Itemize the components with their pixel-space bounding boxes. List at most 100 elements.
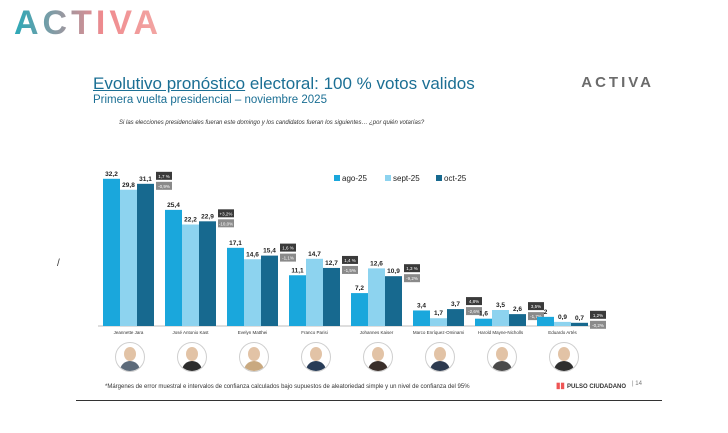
callout-top-box-6 xyxy=(528,302,544,311)
bar-sept-25-5 xyxy=(430,318,447,326)
callout-bottom-2: -1,1% xyxy=(282,256,294,261)
data-label-sept-25-2: 14,6 xyxy=(246,251,259,258)
candidate-photo-7 xyxy=(548,342,579,372)
body-shape xyxy=(305,361,326,371)
data-label-sept-25-0: 29,8 xyxy=(122,182,135,189)
candidate-photo-2 xyxy=(238,342,269,372)
body-shape xyxy=(181,361,202,371)
data-label-ago-25-4: 7,2 xyxy=(355,285,364,292)
bottom-rule xyxy=(76,400,662,401)
pulse-icon: ▮▮ xyxy=(556,381,568,390)
head-shape xyxy=(185,347,198,361)
data-label-ago-25-5: 3,4 xyxy=(417,302,426,309)
head-shape xyxy=(495,347,508,361)
head-shape xyxy=(371,347,384,361)
head-shape xyxy=(433,347,446,361)
pulso-ciudadano-logo: ▮▮ PULSO CIUDADANO xyxy=(556,381,626,390)
bar-ago-25-4 xyxy=(351,293,368,326)
bar-oct-25-7 xyxy=(571,322,588,326)
footnote: *Márgenes de error muestral e intervalos… xyxy=(105,384,470,390)
callout-bottom-1: -10,0% xyxy=(219,221,233,226)
callout-bottom-box-1 xyxy=(218,219,234,228)
callout-top-0: 1,7 % xyxy=(158,174,170,179)
head-shape xyxy=(123,347,136,361)
callout-bottom-7: -0,2% xyxy=(592,323,604,328)
data-label-ago-25-2: 17,1 xyxy=(229,240,242,247)
callout-bottom-4: -9,2% xyxy=(406,276,418,281)
bar-ago-25-3 xyxy=(289,275,306,326)
bar-oct-25-4 xyxy=(385,276,402,326)
category-label-3: Franco Parisi xyxy=(301,330,328,335)
callout-top-box-3 xyxy=(342,255,358,264)
callout-bottom-box-6 xyxy=(528,312,544,321)
callout-bottom-box-7 xyxy=(590,320,606,329)
data-label-oct-25-6: 2,6 xyxy=(513,306,522,313)
callout-top-6: 3,5% xyxy=(531,304,541,309)
data-label-ago-25-7: 2 xyxy=(544,309,548,316)
bar-ago-25-2 xyxy=(227,247,244,326)
data-label-oct-25-0: 31,1 xyxy=(139,176,152,183)
callout-top-3: 1,4 % xyxy=(344,258,356,263)
data-label-ago-25-1: 25,4 xyxy=(167,202,180,209)
data-label-sept-25-3: 14,7 xyxy=(308,251,321,258)
data-label-oct-25-2: 15,4 xyxy=(263,248,276,255)
category-label-7: Eduardo Artés xyxy=(548,330,577,335)
data-label-ago-25-3: 11,1 xyxy=(291,267,304,274)
survey-question: Si las elecciones presidenciales fueran … xyxy=(119,120,425,126)
bar-ago-25-6 xyxy=(475,318,492,326)
callout-top-box-1 xyxy=(218,209,234,218)
callout-top-box-7 xyxy=(590,310,606,319)
bar-sept-25-2 xyxy=(244,259,261,326)
candidate-photo-0 xyxy=(114,342,145,372)
bar-sept-25-1 xyxy=(182,224,199,326)
body-shape xyxy=(553,361,574,371)
data-label-oct-25-7: 0,7 xyxy=(575,315,584,322)
data-label-sept-25-7: 0,9 xyxy=(558,314,567,321)
pulso-label: PULSO CIUDADANO xyxy=(567,384,627,390)
body-shape xyxy=(491,361,512,371)
bar-ago-25-0 xyxy=(103,178,120,326)
data-label-oct-25-1: 22,9 xyxy=(201,213,214,220)
callout-top-box-0 xyxy=(156,171,172,180)
slide-title: Evolutivo pronóstico electoral: 100 % vo… xyxy=(93,74,475,94)
data-label-ago-25-6: 1,6 xyxy=(479,311,488,318)
activa-logo-small: ACTIVA xyxy=(581,74,654,91)
head-shape xyxy=(309,347,322,361)
legend-label-sept-25: sept-25 xyxy=(393,174,420,183)
bar-oct-25-1 xyxy=(199,221,216,326)
data-label-oct-25-4: 10,9 xyxy=(387,268,400,275)
category-label-6: Harold Mayne-Nicholls xyxy=(478,330,524,335)
candidate-photo-5 xyxy=(424,342,455,372)
callout-bottom-3: -1,5% xyxy=(344,268,356,273)
bar-sept-25-7 xyxy=(554,321,571,326)
callout-top-5: 4,8% xyxy=(469,299,479,304)
category-label-4: Johannes Kaiser xyxy=(360,330,394,335)
bar-oct-25-2 xyxy=(261,255,278,326)
callout-top-box-2 xyxy=(280,243,296,252)
legend-swatch-ago-25 xyxy=(334,175,340,181)
body-shape xyxy=(429,361,450,371)
bar-ago-25-5 xyxy=(413,310,430,326)
callout-bottom-0: -0,9% xyxy=(158,184,170,189)
head-shape xyxy=(247,347,260,361)
bar-oct-25-0 xyxy=(137,183,154,326)
body-shape xyxy=(367,361,388,371)
bar-sept-25-4 xyxy=(368,268,385,326)
slide-subtitle: Primera vuelta presidencial – noviembre … xyxy=(93,94,327,106)
data-label-sept-25-6: 3,5 xyxy=(496,302,505,309)
legend-swatch-sept-25 xyxy=(385,175,391,181)
category-label-0: Jeannette Jara xyxy=(114,330,144,335)
callout-bottom-box-3 xyxy=(342,265,358,274)
bar-oct-25-5 xyxy=(447,309,464,326)
data-label-sept-25-4: 12,6 xyxy=(370,260,383,267)
bar-sept-25-0 xyxy=(120,189,137,326)
callout-bottom-box-0 xyxy=(156,181,172,190)
category-label-2: Evelyn Matthei xyxy=(238,330,268,335)
callout-top-7: 1,2% xyxy=(593,313,603,318)
bar-sept-25-6 xyxy=(492,310,509,326)
data-label-sept-25-1: 22,2 xyxy=(184,217,197,224)
title-underlined: Evolutivo pronóstico xyxy=(93,74,246,93)
head-shape xyxy=(557,347,570,361)
callout-bottom-box-5 xyxy=(466,307,482,316)
